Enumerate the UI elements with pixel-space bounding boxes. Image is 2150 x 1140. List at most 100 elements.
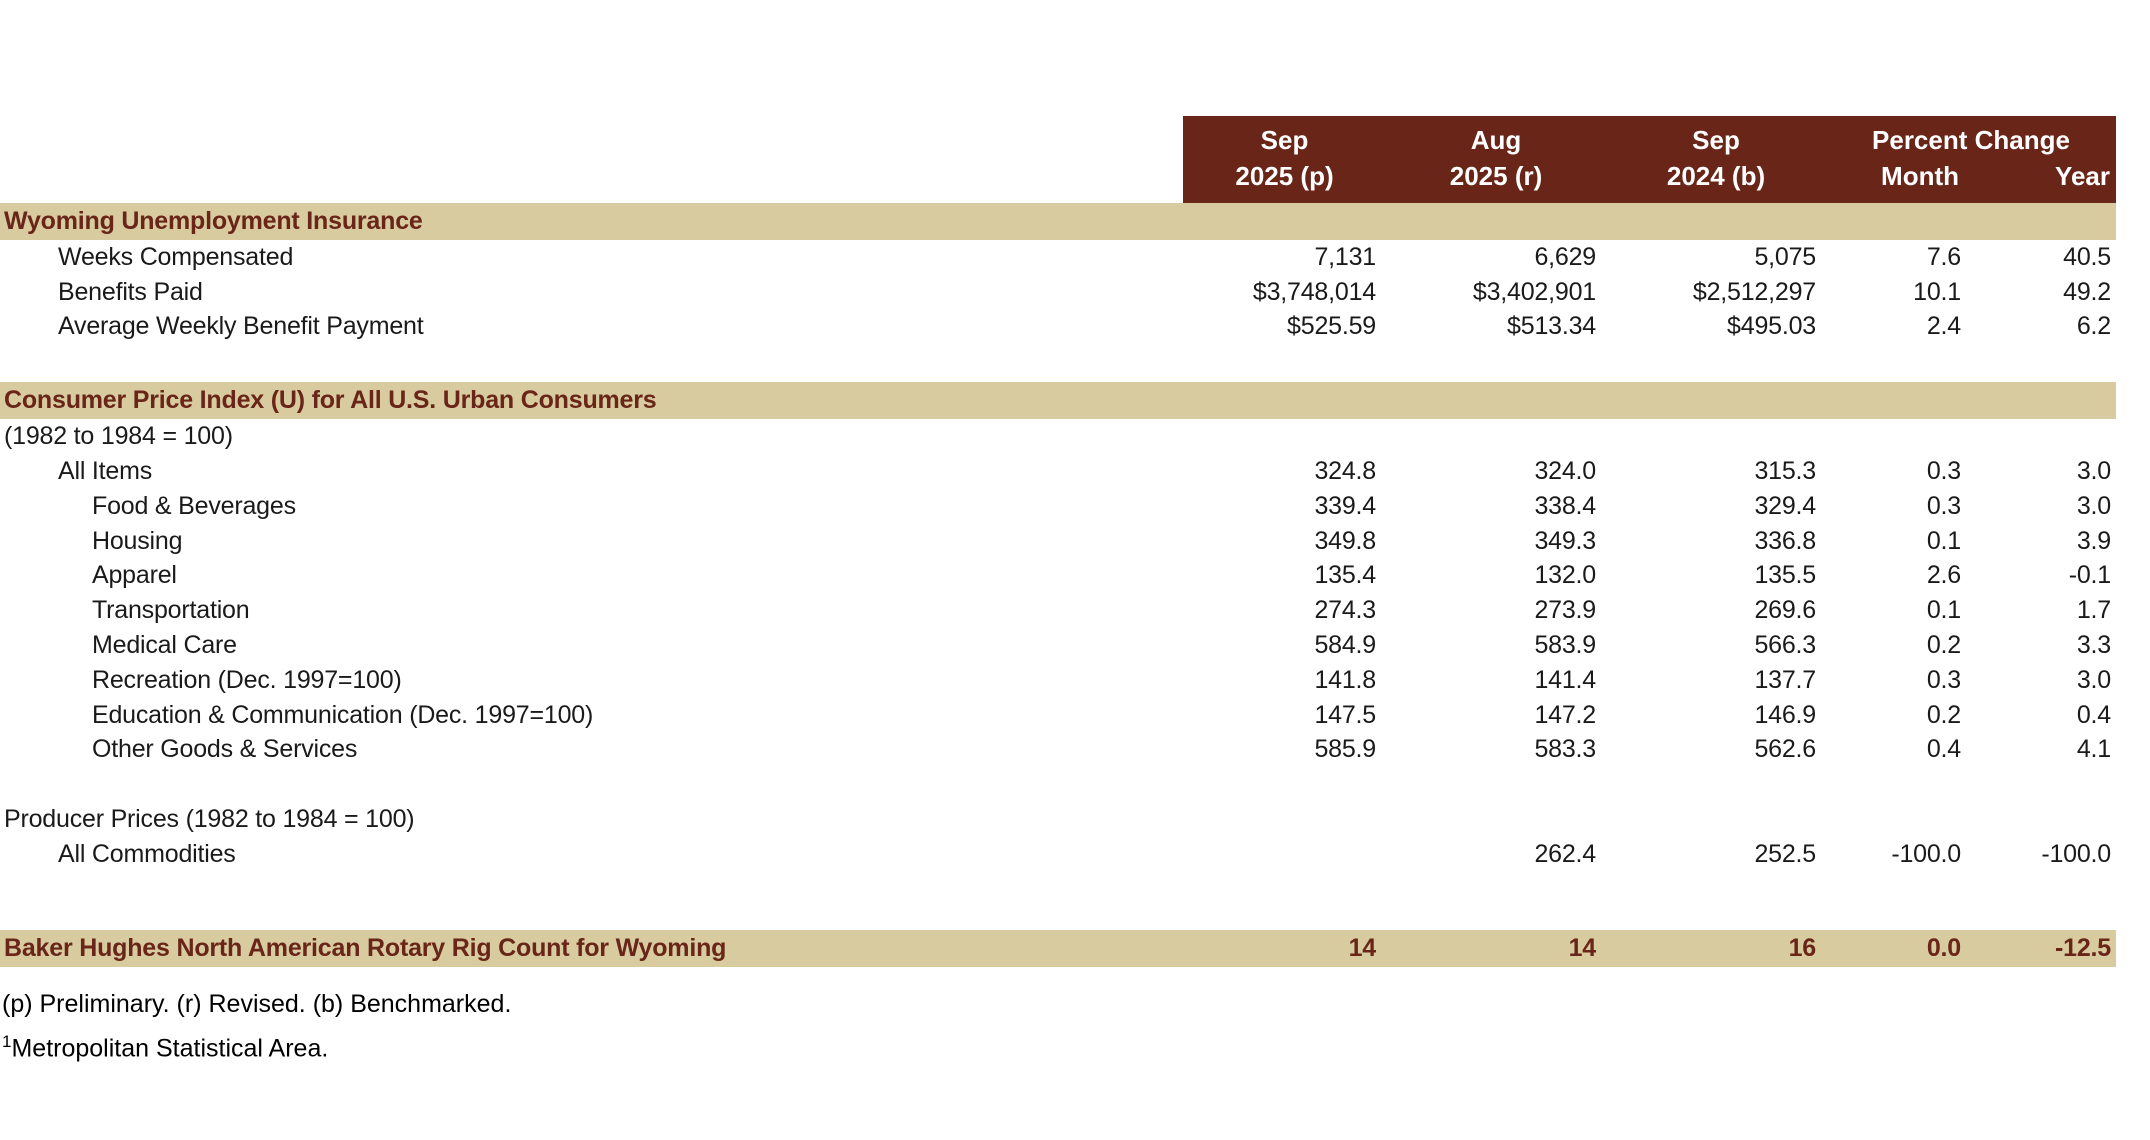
- cell-aug2025: 141.4: [1534, 665, 1596, 694]
- row-label: Producer Prices (1982 to 1984 = 100): [4, 805, 415, 834]
- cell-pct-month: 10.1: [1913, 277, 1961, 306]
- table-row: Transportation 274.3 273.9 269.6 0.1 1.7: [0, 593, 2116, 628]
- cell-sep2025: 339.4: [1314, 491, 1376, 520]
- table-body: Wyoming Unemployment Insurance Weeks Comp…: [0, 203, 2116, 967]
- table-row: Baker Hughes North American Rotary Rig C…: [0, 929, 2116, 967]
- cell-sep2024: 269.6: [1754, 596, 1816, 625]
- cell-aug2025: $513.34: [1507, 312, 1596, 341]
- column-header-sep2024-line1: Sep: [1692, 124, 1740, 155]
- row-label: Recreation (Dec. 1997=100): [92, 665, 402, 694]
- column-header-aug2025-line2: 2025 (r): [1449, 161, 1543, 192]
- footnote-msa-text: Metropolitan Statistical Area.: [11, 1034, 329, 1063]
- table-row: Weeks Compensated 7,131 6,629 5,075 7.6 40.5: [0, 240, 2116, 275]
- row-label: Apparel: [92, 561, 177, 590]
- cell-pct-month: 0.1: [1926, 596, 1961, 625]
- cell-sep2025: $3,748,014: [1252, 277, 1376, 306]
- row-label: Benefits Paid: [58, 277, 203, 306]
- footnote-superscript: 1: [2, 1032, 12, 1051]
- cell-sep2024: 336.8: [1754, 526, 1816, 555]
- cell-sep2025: 7,131: [1314, 242, 1376, 271]
- cell-pct-year: -0.1: [2068, 561, 2111, 590]
- row-label: Transportation: [92, 596, 250, 625]
- cell-pct-month: 0.3: [1926, 491, 1961, 520]
- table-row: Consumer Price Index (U) for All U.S. Ur…: [0, 382, 2116, 420]
- cell-aug2025: 583.9: [1534, 631, 1596, 660]
- cell-sep2024: 252.5: [1754, 840, 1816, 869]
- cell-pct-month: 2.6: [1926, 561, 1961, 590]
- table-row: Education & Communication (Dec. 1997=100…: [0, 698, 2116, 733]
- table-row: Recreation (Dec. 1997=100) 141.8 141.4 137.…: [0, 663, 2116, 698]
- table-row: Housing 349.8 349.3 336.8 0.1 3.9: [0, 524, 2116, 559]
- cell-pct-month: 0.4: [1926, 735, 1961, 764]
- row-label: Housing: [92, 526, 183, 555]
- cell-pct-year: 0.4: [2076, 700, 2111, 729]
- cell-sep2024: 137.7: [1754, 665, 1816, 694]
- spacer-row: [0, 767, 2116, 802]
- cell-aug2025: 6,629: [1534, 242, 1596, 271]
- footnotes: (p) Preliminary. (r) Revised. (b) Benchm…: [2, 986, 511, 1067]
- cell-sep2025: 324.8: [1314, 457, 1376, 486]
- cell-pct-year: 3.3: [2076, 631, 2111, 660]
- cell-pct-year: 4.1: [2076, 735, 2111, 764]
- table-row: Producer Prices (1982 to 1984 = 100): [0, 802, 2116, 837]
- cell-sep2025: 274.3: [1314, 596, 1376, 625]
- cell-pct-year: -12.5: [2055, 933, 2111, 962]
- cell-pct-month: 0.2: [1926, 631, 1961, 660]
- column-header-sep2024-line2: 2024 (b): [1666, 161, 1766, 192]
- cell-aug2025: 262.4: [1534, 840, 1596, 869]
- table-row: Food & Beverages 339.4 338.4 329.4 0.3 3.0: [0, 489, 2116, 524]
- cell-pct-year: 3.0: [2076, 457, 2111, 486]
- cell-sep2024: 5,075: [1754, 242, 1816, 271]
- row-label: Education & Communication (Dec. 1997=100…: [92, 700, 594, 729]
- cell-sep2025: 14: [1348, 933, 1377, 962]
- row-label: Food & Beverages: [92, 491, 296, 520]
- cell-sep2024: 566.3: [1754, 631, 1816, 660]
- cell-sep2024: 562.6: [1754, 735, 1816, 764]
- table-row: Average Weekly Benefit Payment $525.59 $51…: [0, 310, 2116, 345]
- cell-sep2025: 585.9: [1314, 735, 1376, 764]
- row-label: Weeks Compensated: [58, 242, 294, 271]
- row-label: Other Goods & Services: [92, 735, 358, 764]
- cell-pct-month: 0.1: [1926, 526, 1961, 555]
- cell-sep2024: $495.03: [1727, 312, 1816, 341]
- cell-pct-month: 0.2: [1926, 700, 1961, 729]
- cell-pct-year: -100.0: [2041, 840, 2111, 869]
- cell-sep2025: 349.8: [1314, 526, 1376, 555]
- column-header-year: Year: [2055, 161, 2110, 192]
- row-label: (1982 to 1984 = 100): [4, 422, 233, 451]
- cell-pct-month: 0.3: [1926, 457, 1961, 486]
- column-header-band: Sep Aug Sep Percent Change 2025 (p) 2025…: [1183, 116, 2116, 203]
- cell-aug2025: 349.3: [1534, 526, 1596, 555]
- spacer-row: [0, 344, 2116, 382]
- table-row: Apparel 135.4 132.0 135.5 2.6 -0.1: [0, 559, 2116, 594]
- spacer-row: [0, 872, 2116, 930]
- column-header-aug2025-line1: Aug: [1470, 124, 1522, 155]
- cell-sep2024: 329.4: [1754, 491, 1816, 520]
- cell-sep2025: 147.5: [1314, 700, 1376, 729]
- cell-pct-year: 49.2: [2063, 277, 2111, 306]
- cell-pct-year: 3.0: [2076, 665, 2111, 694]
- cell-aug2025: 147.2: [1534, 700, 1596, 729]
- cell-sep2024: 315.3: [1754, 457, 1816, 486]
- cell-sep2025: 584.9: [1314, 631, 1376, 660]
- row-label: Consumer Price Index (U) for All U.S. Ur…: [4, 386, 657, 415]
- cell-aug2025: 338.4: [1534, 491, 1596, 520]
- row-label: Wyoming Unemployment Insurance: [4, 207, 423, 235]
- table-row: Wyoming Unemployment Insurance: [0, 203, 2116, 240]
- cell-pct-month: 7.6: [1926, 242, 1961, 271]
- table-row: Medical Care 584.9 583.9 566.3 0.2 3.3: [0, 628, 2116, 663]
- cell-aug2025: 273.9: [1534, 596, 1596, 625]
- cell-pct-year: 6.2: [2076, 312, 2111, 341]
- cell-sep2024: 135.5: [1754, 561, 1816, 590]
- cell-pct-month: 0.0: [1926, 933, 1961, 962]
- cell-aug2025: $3,402,901: [1472, 277, 1596, 306]
- column-header-sep2025-line2: 2025 (p): [1235, 161, 1334, 192]
- row-label: All Items: [58, 457, 153, 486]
- cell-pct-year: 3.0: [2076, 491, 2111, 520]
- column-header-percent-change: Percent Change: [1872, 124, 2070, 155]
- row-label: Baker Hughes North American Rotary Rig C…: [4, 933, 727, 962]
- cell-sep2024: 16: [1788, 933, 1817, 962]
- row-label: Medical Care: [92, 631, 237, 660]
- column-header-month: Month: [1881, 161, 1959, 192]
